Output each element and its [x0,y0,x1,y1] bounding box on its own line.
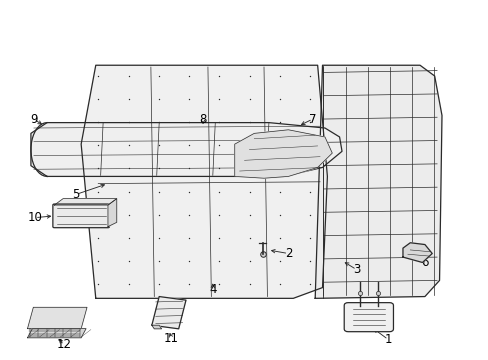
FancyBboxPatch shape [344,303,393,332]
Polygon shape [152,325,161,329]
Text: 12: 12 [57,338,71,351]
Text: 8: 8 [199,113,206,126]
Polygon shape [402,243,431,262]
Text: 4: 4 [209,283,216,296]
Polygon shape [31,123,341,176]
Text: 5: 5 [72,188,80,201]
Polygon shape [315,65,441,298]
Text: 2: 2 [284,247,291,260]
FancyBboxPatch shape [53,204,109,228]
Text: 3: 3 [352,263,360,276]
Polygon shape [108,199,117,226]
Text: 6: 6 [420,256,428,269]
Polygon shape [152,297,185,329]
Text: 1: 1 [384,333,391,346]
Text: 11: 11 [163,332,179,345]
Polygon shape [234,130,331,178]
Polygon shape [27,307,87,329]
Polygon shape [81,65,327,298]
Polygon shape [54,199,117,205]
Text: 7: 7 [308,113,316,126]
Text: 10: 10 [27,211,42,224]
Polygon shape [27,329,86,338]
Text: 9: 9 [30,113,38,126]
